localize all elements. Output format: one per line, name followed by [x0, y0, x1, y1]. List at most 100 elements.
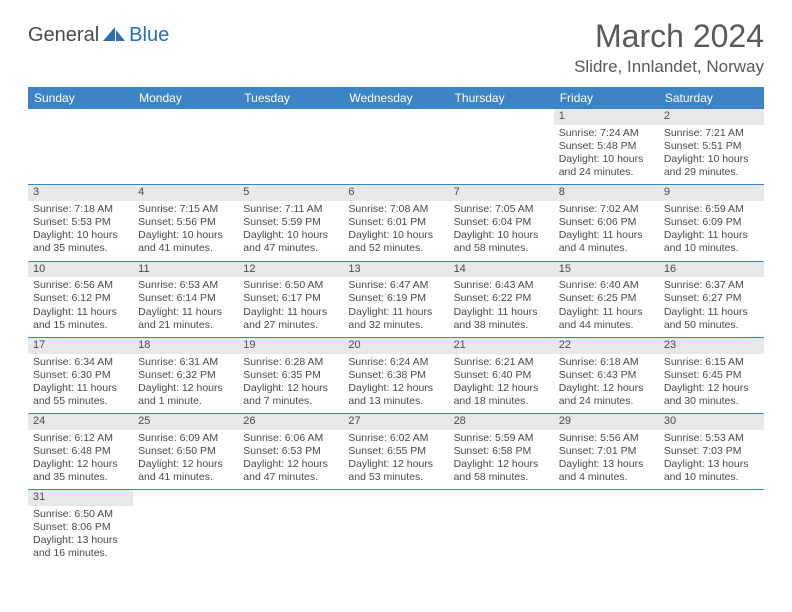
day-info-line: and 18 minutes.: [454, 395, 549, 408]
day-info-line: Sunrise: 7:24 AM: [559, 127, 654, 140]
calendar-cell: 1Sunrise: 7:24 AMSunset: 5:48 PMDaylight…: [554, 109, 659, 185]
calendar-cell: 22Sunrise: 6:18 AMSunset: 6:43 PMDayligh…: [554, 337, 659, 413]
day-info-line: Sunset: 6:32 PM: [138, 369, 233, 382]
day-info-line: Daylight: 12 hours: [138, 458, 233, 471]
day-info-line: Daylight: 11 hours: [33, 382, 128, 395]
day-info-line: Sunrise: 5:56 AM: [559, 432, 654, 445]
day-number: 2: [659, 109, 764, 125]
day-info-line: and 24 minutes.: [559, 166, 654, 179]
day-info-line: Daylight: 11 hours: [664, 306, 759, 319]
calendar-cell: 5Sunrise: 7:11 AMSunset: 5:59 PMDaylight…: [238, 185, 343, 261]
day-info-line: and 27 minutes.: [243, 319, 338, 332]
day-info-line: and 21 minutes.: [138, 319, 233, 332]
day-info-line: Daylight: 12 hours: [454, 382, 549, 395]
calendar-cell: 23Sunrise: 6:15 AMSunset: 6:45 PMDayligh…: [659, 337, 764, 413]
calendar-cell: 12Sunrise: 6:50 AMSunset: 6:17 PMDayligh…: [238, 261, 343, 337]
day-number: 22: [554, 338, 659, 354]
day-info-line: Daylight: 11 hours: [138, 306, 233, 319]
calendar-cell: 26Sunrise: 6:06 AMSunset: 6:53 PMDayligh…: [238, 414, 343, 490]
day-number: 29: [554, 414, 659, 430]
calendar-cell-empty: [449, 109, 554, 185]
calendar-cell-empty: [554, 490, 659, 566]
day-info-line: Daylight: 11 hours: [559, 306, 654, 319]
day-info-line: Daylight: 12 hours: [33, 458, 128, 471]
day-number: 14: [449, 262, 554, 278]
day-info-line: Sunset: 6:58 PM: [454, 445, 549, 458]
day-info-line: Daylight: 12 hours: [243, 458, 338, 471]
day-number: 4: [133, 185, 238, 201]
day-info-line: Sunrise: 6:56 AM: [33, 279, 128, 292]
day-info-line: Sunset: 8:06 PM: [33, 521, 128, 534]
day-info-line: Sunset: 7:03 PM: [664, 445, 759, 458]
day-info-line: and 50 minutes.: [664, 319, 759, 332]
day-info-line: Sunset: 5:59 PM: [243, 216, 338, 229]
day-info-line: Sunset: 6:35 PM: [243, 369, 338, 382]
day-info-line: Daylight: 12 hours: [348, 458, 443, 471]
day-info-line: Sunrise: 6:06 AM: [243, 432, 338, 445]
calendar-row: 31Sunrise: 6:50 AMSunset: 8:06 PMDayligh…: [28, 490, 764, 566]
day-info-line: Sunrise: 6:15 AM: [664, 356, 759, 369]
day-header: Saturday: [659, 87, 764, 109]
day-info-line: and 58 minutes.: [454, 242, 549, 255]
day-info-line: Sunrise: 6:09 AM: [138, 432, 233, 445]
day-info-line: Sunset: 6:19 PM: [348, 292, 443, 305]
day-number: 31: [28, 490, 133, 506]
day-info-line: and 55 minutes.: [33, 395, 128, 408]
day-number: 28: [449, 414, 554, 430]
day-info-line: Daylight: 10 hours: [664, 153, 759, 166]
day-number: 3: [28, 185, 133, 201]
calendar-cell: 18Sunrise: 6:31 AMSunset: 6:32 PMDayligh…: [133, 337, 238, 413]
day-info-line: Daylight: 11 hours: [664, 229, 759, 242]
day-info-line: Sunrise: 6:18 AM: [559, 356, 654, 369]
day-info-line: Sunset: 6:14 PM: [138, 292, 233, 305]
day-info-line: Sunset: 6:06 PM: [559, 216, 654, 229]
day-number: 12: [238, 262, 343, 278]
day-info-line: Sunrise: 6:28 AM: [243, 356, 338, 369]
day-info-line: Sunrise: 7:18 AM: [33, 203, 128, 216]
day-number: 25: [133, 414, 238, 430]
day-info-line: Sunset: 6:09 PM: [664, 216, 759, 229]
day-info-line: Sunset: 6:45 PM: [664, 369, 759, 382]
day-number: 15: [554, 262, 659, 278]
calendar-cell: 13Sunrise: 6:47 AMSunset: 6:19 PMDayligh…: [343, 261, 448, 337]
day-header: Friday: [554, 87, 659, 109]
day-info-line: and 10 minutes.: [664, 471, 759, 484]
day-info-line: Sunset: 6:38 PM: [348, 369, 443, 382]
calendar-cell: 25Sunrise: 6:09 AMSunset: 6:50 PMDayligh…: [133, 414, 238, 490]
day-header: Monday: [133, 87, 238, 109]
day-header: Tuesday: [238, 87, 343, 109]
day-info-line: Sunrise: 6:21 AM: [454, 356, 549, 369]
day-info-line: Daylight: 11 hours: [243, 306, 338, 319]
page-location: Slidre, Innlandet, Norway: [574, 57, 764, 77]
day-info-line: and 10 minutes.: [664, 242, 759, 255]
day-info-line: and 32 minutes.: [348, 319, 443, 332]
day-info-line: and 7 minutes.: [243, 395, 338, 408]
logo: General Blue: [28, 24, 169, 47]
calendar-row: 3Sunrise: 7:18 AMSunset: 5:53 PMDaylight…: [28, 185, 764, 261]
day-info-line: Sunrise: 6:12 AM: [33, 432, 128, 445]
day-info-line: Sunrise: 6:47 AM: [348, 279, 443, 292]
day-info-line: Sunrise: 6:40 AM: [559, 279, 654, 292]
day-info-line: Sunrise: 6:34 AM: [33, 356, 128, 369]
logo-word-1: General: [28, 24, 99, 47]
day-info-line: Sunrise: 6:31 AM: [138, 356, 233, 369]
calendar-cell: 20Sunrise: 6:24 AMSunset: 6:38 PMDayligh…: [343, 337, 448, 413]
day-info-line: Sunrise: 6:50 AM: [33, 508, 128, 521]
calendar-cell-empty: [238, 490, 343, 566]
calendar-cell: 31Sunrise: 6:50 AMSunset: 8:06 PMDayligh…: [28, 490, 133, 566]
day-info-line: Sunrise: 6:37 AM: [664, 279, 759, 292]
day-header: Thursday: [449, 87, 554, 109]
day-info-line: Sunset: 5:56 PM: [138, 216, 233, 229]
day-info-line: and 47 minutes.: [243, 471, 338, 484]
day-info-line: Daylight: 10 hours: [138, 229, 233, 242]
day-info-line: Sunrise: 6:50 AM: [243, 279, 338, 292]
day-info-line: Sunset: 6:12 PM: [33, 292, 128, 305]
day-info-line: Daylight: 10 hours: [33, 229, 128, 242]
day-info-line: Daylight: 10 hours: [559, 153, 654, 166]
day-number: 13: [343, 262, 448, 278]
day-info-line: and 30 minutes.: [664, 395, 759, 408]
calendar-cell-empty: [659, 490, 764, 566]
day-info-line: Sunrise: 7:21 AM: [664, 127, 759, 140]
calendar-cell-empty: [343, 490, 448, 566]
day-info-line: Daylight: 12 hours: [454, 458, 549, 471]
